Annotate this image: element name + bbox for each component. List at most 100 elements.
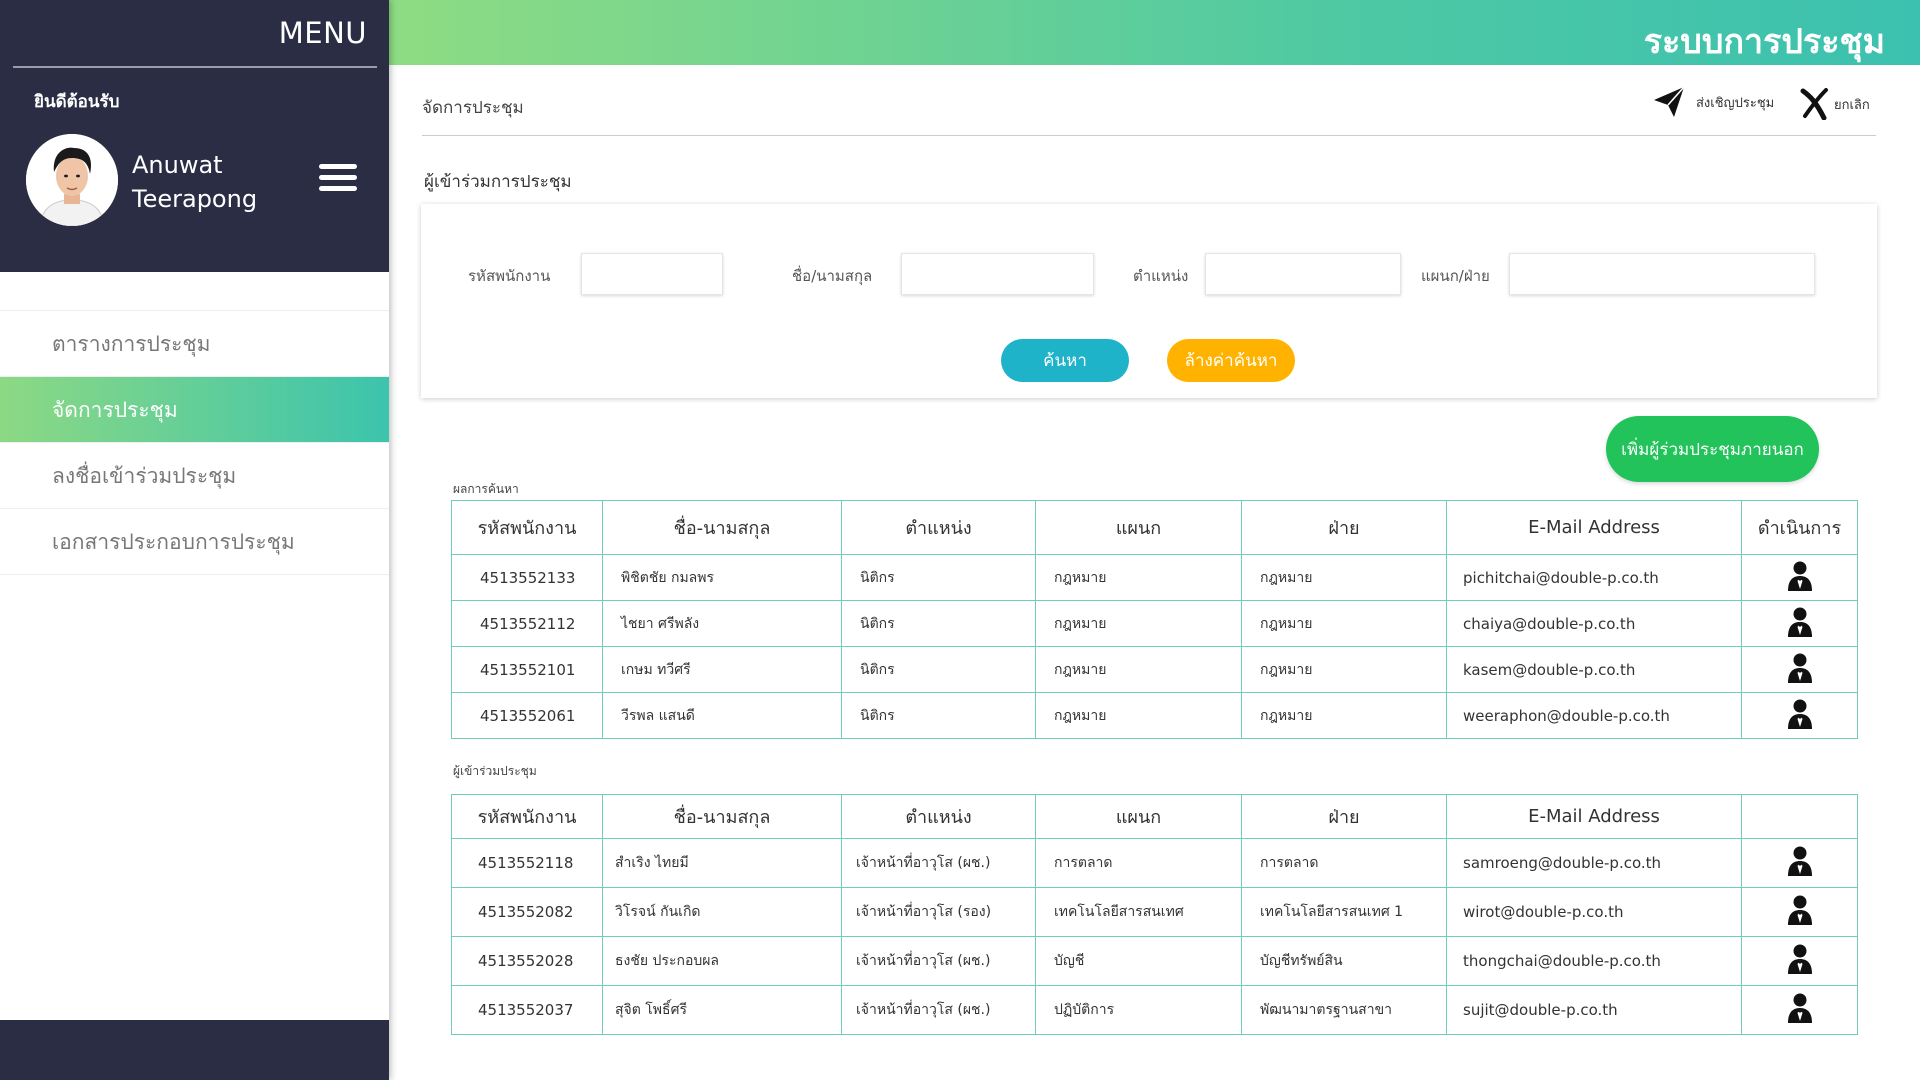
- cell-action: [1741, 887, 1858, 937]
- toolbar-divider: [422, 135, 1876, 136]
- cell-division: การตลาด: [1241, 838, 1447, 888]
- column-header: รหัสพนักงาน: [451, 500, 603, 555]
- column-header: แผนก: [1035, 500, 1242, 555]
- person-icon[interactable]: [1787, 698, 1813, 730]
- attendees-table: รหัสพนักงาน ชื่อ-นามสกุล ตำแหน่ง แผนก ฝ่…: [451, 794, 1858, 1035]
- clear-search-button[interactable]: ล้างค่าค้นหา: [1167, 339, 1295, 382]
- cell-action: [1741, 554, 1858, 601]
- cell-department: กฎหมาย: [1035, 600, 1242, 647]
- sidebar-item-manage-meeting[interactable]: จัดการประชุม: [0, 377, 389, 443]
- cell-email: thongchai@double-p.co.th: [1446, 936, 1742, 986]
- sidebar-item-label: จัดการประชุม: [52, 398, 178, 422]
- table-row: 4513552082 วิโรจน์ กันเกิด เจ้าหน้าที่อา…: [451, 887, 1858, 937]
- sidebar-item-label: ลงชื่อเข้าร่วมประชุม: [52, 464, 237, 488]
- cell-name: พิชิตชัย กมลพร: [602, 554, 842, 601]
- cell-division: กฎหมาย: [1241, 600, 1447, 647]
- sidebar-item-meeting-documents[interactable]: เอกสารประกอบการประชุม: [0, 509, 389, 575]
- cell-position: เจ้าหน้าที่อาวุโส (รอง): [841, 887, 1036, 937]
- sidebar-footer: [0, 1020, 389, 1080]
- cell-employee-id: 4513552082: [451, 887, 603, 937]
- cell-email: weeraphon@double-p.co.th: [1446, 692, 1742, 739]
- menu-divider: [13, 66, 377, 68]
- employee-id-label: รหัสพนักงาน: [468, 267, 551, 285]
- cell-name: เกษม ทวีศรี: [602, 646, 842, 693]
- column-header: ฝ่าย: [1241, 500, 1447, 555]
- cell-department: บัญชี: [1035, 936, 1242, 986]
- app-header: ระบบการประชุม: [389, 0, 1920, 65]
- cell-division: กฎหมาย: [1241, 646, 1447, 693]
- section-title: ผู้เข้าร่วมการประชุม: [424, 172, 572, 192]
- cell-action: [1741, 600, 1858, 647]
- hamburger-icon[interactable]: [319, 164, 359, 194]
- cell-name: ธงชัย ประกอบผล: [602, 936, 842, 986]
- cell-position: นิติกร: [841, 646, 1036, 693]
- person-icon[interactable]: [1787, 652, 1813, 684]
- cell-employee-id: 4513552101: [451, 646, 603, 693]
- table-row: 4513552028 ธงชัย ประกอบผล เจ้าหน้าที่อาว…: [451, 936, 1858, 986]
- table-row: 4513552101 เกษม ทวีศรี นิติกร กฎหมาย กฎห…: [451, 646, 1858, 693]
- column-header: E-Mail Address: [1446, 794, 1742, 839]
- person-icon[interactable]: [1787, 894, 1813, 926]
- avatar-portrait-icon: [26, 134, 118, 226]
- results-caption: ผลการค้นหา: [453, 482, 519, 496]
- cell-department: กฎหมาย: [1035, 692, 1242, 739]
- send-invite-button[interactable]: ส่งเชิญประชุม: [1652, 86, 1774, 118]
- cell-division: กฎหมาย: [1241, 554, 1447, 601]
- user-first-name: Anuwat: [132, 151, 223, 179]
- cell-department: กฎหมาย: [1035, 554, 1242, 601]
- cancel-button[interactable]: ยกเลิก: [1800, 88, 1870, 120]
- sidebar-item-label: เอกสารประกอบการประชุม: [52, 530, 295, 554]
- column-header: ฝ่าย: [1241, 794, 1447, 839]
- cell-employee-id: 4513552133: [451, 554, 603, 601]
- cell-division: พัฒนามาตรฐานสาขา: [1241, 985, 1447, 1035]
- cell-department: กฎหมาย: [1035, 646, 1242, 693]
- welcome-text: ยินดีต้อนรับ: [34, 92, 120, 112]
- table-row: 4513552133 พิชิตชัย กมลพร นิติกร กฎหมาย …: [451, 554, 1858, 601]
- table-row: 4513552112 ไชยา ศรีพลัง นิติกร กฎหมาย กฎ…: [451, 600, 1858, 647]
- position-label: ตำแหน่ง: [1133, 267, 1189, 285]
- column-header: ชื่อ-นามสกุล: [602, 500, 842, 555]
- cell-employee-id: 4513552112: [451, 600, 603, 647]
- cell-email: sujit@double-p.co.th: [1446, 985, 1742, 1035]
- cell-name: วิโรจน์ กันเกิด: [602, 887, 842, 937]
- add-external-attendee-button[interactable]: เพิ่มผู้ร่วมประชุมภายนอก: [1606, 416, 1819, 482]
- cell-position: เจ้าหน้าที่อาวุโส (ผช.): [841, 985, 1036, 1035]
- cell-name: ไชยา ศรีพลัง: [602, 600, 842, 647]
- cell-position: เจ้าหน้าที่อาวุโส (ผช.): [841, 838, 1036, 888]
- cancel-label: ยกเลิก: [1834, 97, 1870, 113]
- person-icon[interactable]: [1787, 606, 1813, 638]
- person-icon[interactable]: [1787, 943, 1813, 975]
- cell-employee-id: 4513552061: [451, 692, 603, 739]
- x-icon: [1800, 88, 1828, 120]
- cell-position: นิติกร: [841, 554, 1036, 601]
- department-input[interactable]: [1509, 253, 1815, 295]
- cell-email: kasem@double-p.co.th: [1446, 646, 1742, 693]
- table-row: 4513552061 วีรพล แสนดี นิติกร กฎหมาย กฎห…: [451, 692, 1858, 739]
- cell-department: การตลาด: [1035, 838, 1242, 888]
- person-icon[interactable]: [1787, 560, 1813, 592]
- person-icon[interactable]: [1787, 992, 1813, 1024]
- sidebar-item-label: ตารางการประชุม: [52, 332, 211, 356]
- name-input[interactable]: [901, 253, 1094, 295]
- cell-name: สำเริง ไทยมี: [602, 838, 842, 888]
- sidebar-item-sign-in-meeting[interactable]: ลงชื่อเข้าร่วมประชุม: [0, 443, 389, 509]
- send-invite-label: ส่งเชิญประชุม: [1696, 95, 1775, 111]
- person-icon[interactable]: [1787, 845, 1813, 877]
- cell-email: wirot@double-p.co.th: [1446, 887, 1742, 937]
- column-header: ตำแหน่ง: [841, 794, 1036, 839]
- cell-employee-id: 4513552028: [451, 936, 603, 986]
- user-name: Anuwat Teerapong: [132, 148, 292, 216]
- cell-division: กฎหมาย: [1241, 692, 1447, 739]
- cell-name: สุจิต โพธิ์ศรี: [602, 985, 842, 1035]
- menu-title: MENU: [278, 16, 367, 50]
- position-input[interactable]: [1205, 253, 1401, 295]
- search-button[interactable]: ค้นหา: [1001, 339, 1129, 382]
- cell-action: [1741, 985, 1858, 1035]
- column-header: รหัสพนักงาน: [451, 794, 603, 839]
- table-row: 4513552118 สำเริง ไทยมี เจ้าหน้าที่อาวุโ…: [451, 838, 1858, 888]
- column-header: ดำเนินการ: [1741, 500, 1858, 555]
- cell-employee-id: 4513552118: [451, 838, 603, 888]
- column-header: [1741, 794, 1858, 839]
- sidebar-item-meeting-schedule[interactable]: ตารางการประชุม: [0, 311, 389, 377]
- employee-id-input[interactable]: [581, 253, 723, 295]
